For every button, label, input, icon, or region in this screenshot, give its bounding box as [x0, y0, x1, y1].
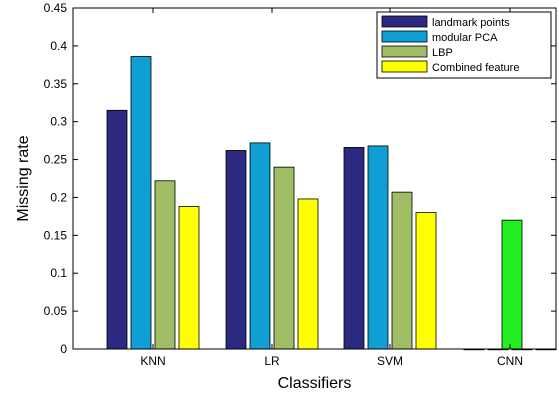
legend-swatch-combined-feature — [381, 60, 428, 73]
legend-label: modular PCA — [432, 32, 498, 44]
axes-group: 0 0.05 0.1 0.15 0.2 0.25 0.3 0.35 0.4 0.45 KNN LR SV… — [44, 1, 557, 368]
plot-frame — [72, 7, 557, 350]
y-tick-label: 0.2 — [50, 190, 67, 204]
x-tick-label-svm: SVM — [377, 354, 403, 368]
bar-lr-lbp — [273, 166, 295, 350]
x-tick-label-cnn: CNN — [497, 354, 523, 368]
x-tick-label-knn: KNN — [140, 354, 165, 368]
y-tick-label: 0.05 — [44, 304, 68, 318]
bar-svm-modular-pca — [367, 145, 389, 350]
bar-svm-lbp — [391, 191, 413, 350]
bar-svm-landmark-points — [343, 147, 365, 350]
x-axis-title: Classifiers — [278, 375, 352, 392]
legend-label: Combined feature — [432, 62, 519, 74]
y-tick-label: 0.25 — [44, 153, 68, 167]
bar-knn-lbp — [154, 180, 176, 350]
bar-knn-modular-pca — [130, 56, 152, 350]
y-tick-label: 0.45 — [44, 1, 68, 15]
y-tick-label: 0 — [60, 342, 67, 356]
bar-lr-landmark-points — [225, 150, 247, 350]
y-axis-title: Missing rate — [15, 135, 32, 221]
legend-swatch-modular-pca — [381, 30, 428, 43]
bar-lr-combined-feature — [297, 198, 319, 350]
y-tick-label: 0.3 — [50, 115, 67, 129]
bars-group — [106, 56, 557, 351]
y-tick-label: 0.4 — [50, 39, 67, 53]
y-tick-label: 0.15 — [44, 228, 68, 242]
bar-knn-combined-feature — [178, 206, 200, 350]
y-tick-label: 0.35 — [44, 77, 68, 91]
y-tick-label: 0.1 — [50, 266, 67, 280]
bar-lr-modular-pca — [249, 142, 271, 350]
legend-label: LBP — [432, 47, 453, 59]
bar-svm-combined-feature — [415, 212, 437, 350]
bar-knn-landmark-points — [106, 109, 128, 350]
x-tick-label-lr: LR — [264, 354, 280, 368]
legend-swatch-lbp — [381, 45, 428, 58]
legend-swatch-landmark-points — [381, 15, 428, 28]
bar-cnn-extra — [501, 219, 523, 350]
legend: landmark points modular PCA LBP Combined fe… — [376, 11, 552, 79]
legend-label: landmark points — [432, 17, 510, 29]
